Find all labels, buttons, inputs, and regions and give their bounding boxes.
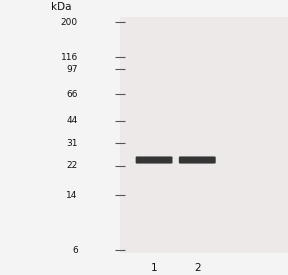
FancyBboxPatch shape xyxy=(179,156,216,164)
Text: 22: 22 xyxy=(67,161,78,170)
FancyBboxPatch shape xyxy=(136,156,173,164)
Text: 200: 200 xyxy=(61,18,78,26)
Text: 31: 31 xyxy=(66,139,78,148)
Text: 6: 6 xyxy=(72,246,78,255)
Text: 14: 14 xyxy=(67,191,78,200)
Bar xyxy=(120,16,288,253)
Text: 116: 116 xyxy=(60,53,78,62)
Text: 2: 2 xyxy=(194,263,201,273)
Text: kDa: kDa xyxy=(52,2,72,12)
Text: 44: 44 xyxy=(67,116,78,125)
Text: 1: 1 xyxy=(151,263,158,273)
Text: 97: 97 xyxy=(66,65,78,74)
Text: 66: 66 xyxy=(66,90,78,99)
